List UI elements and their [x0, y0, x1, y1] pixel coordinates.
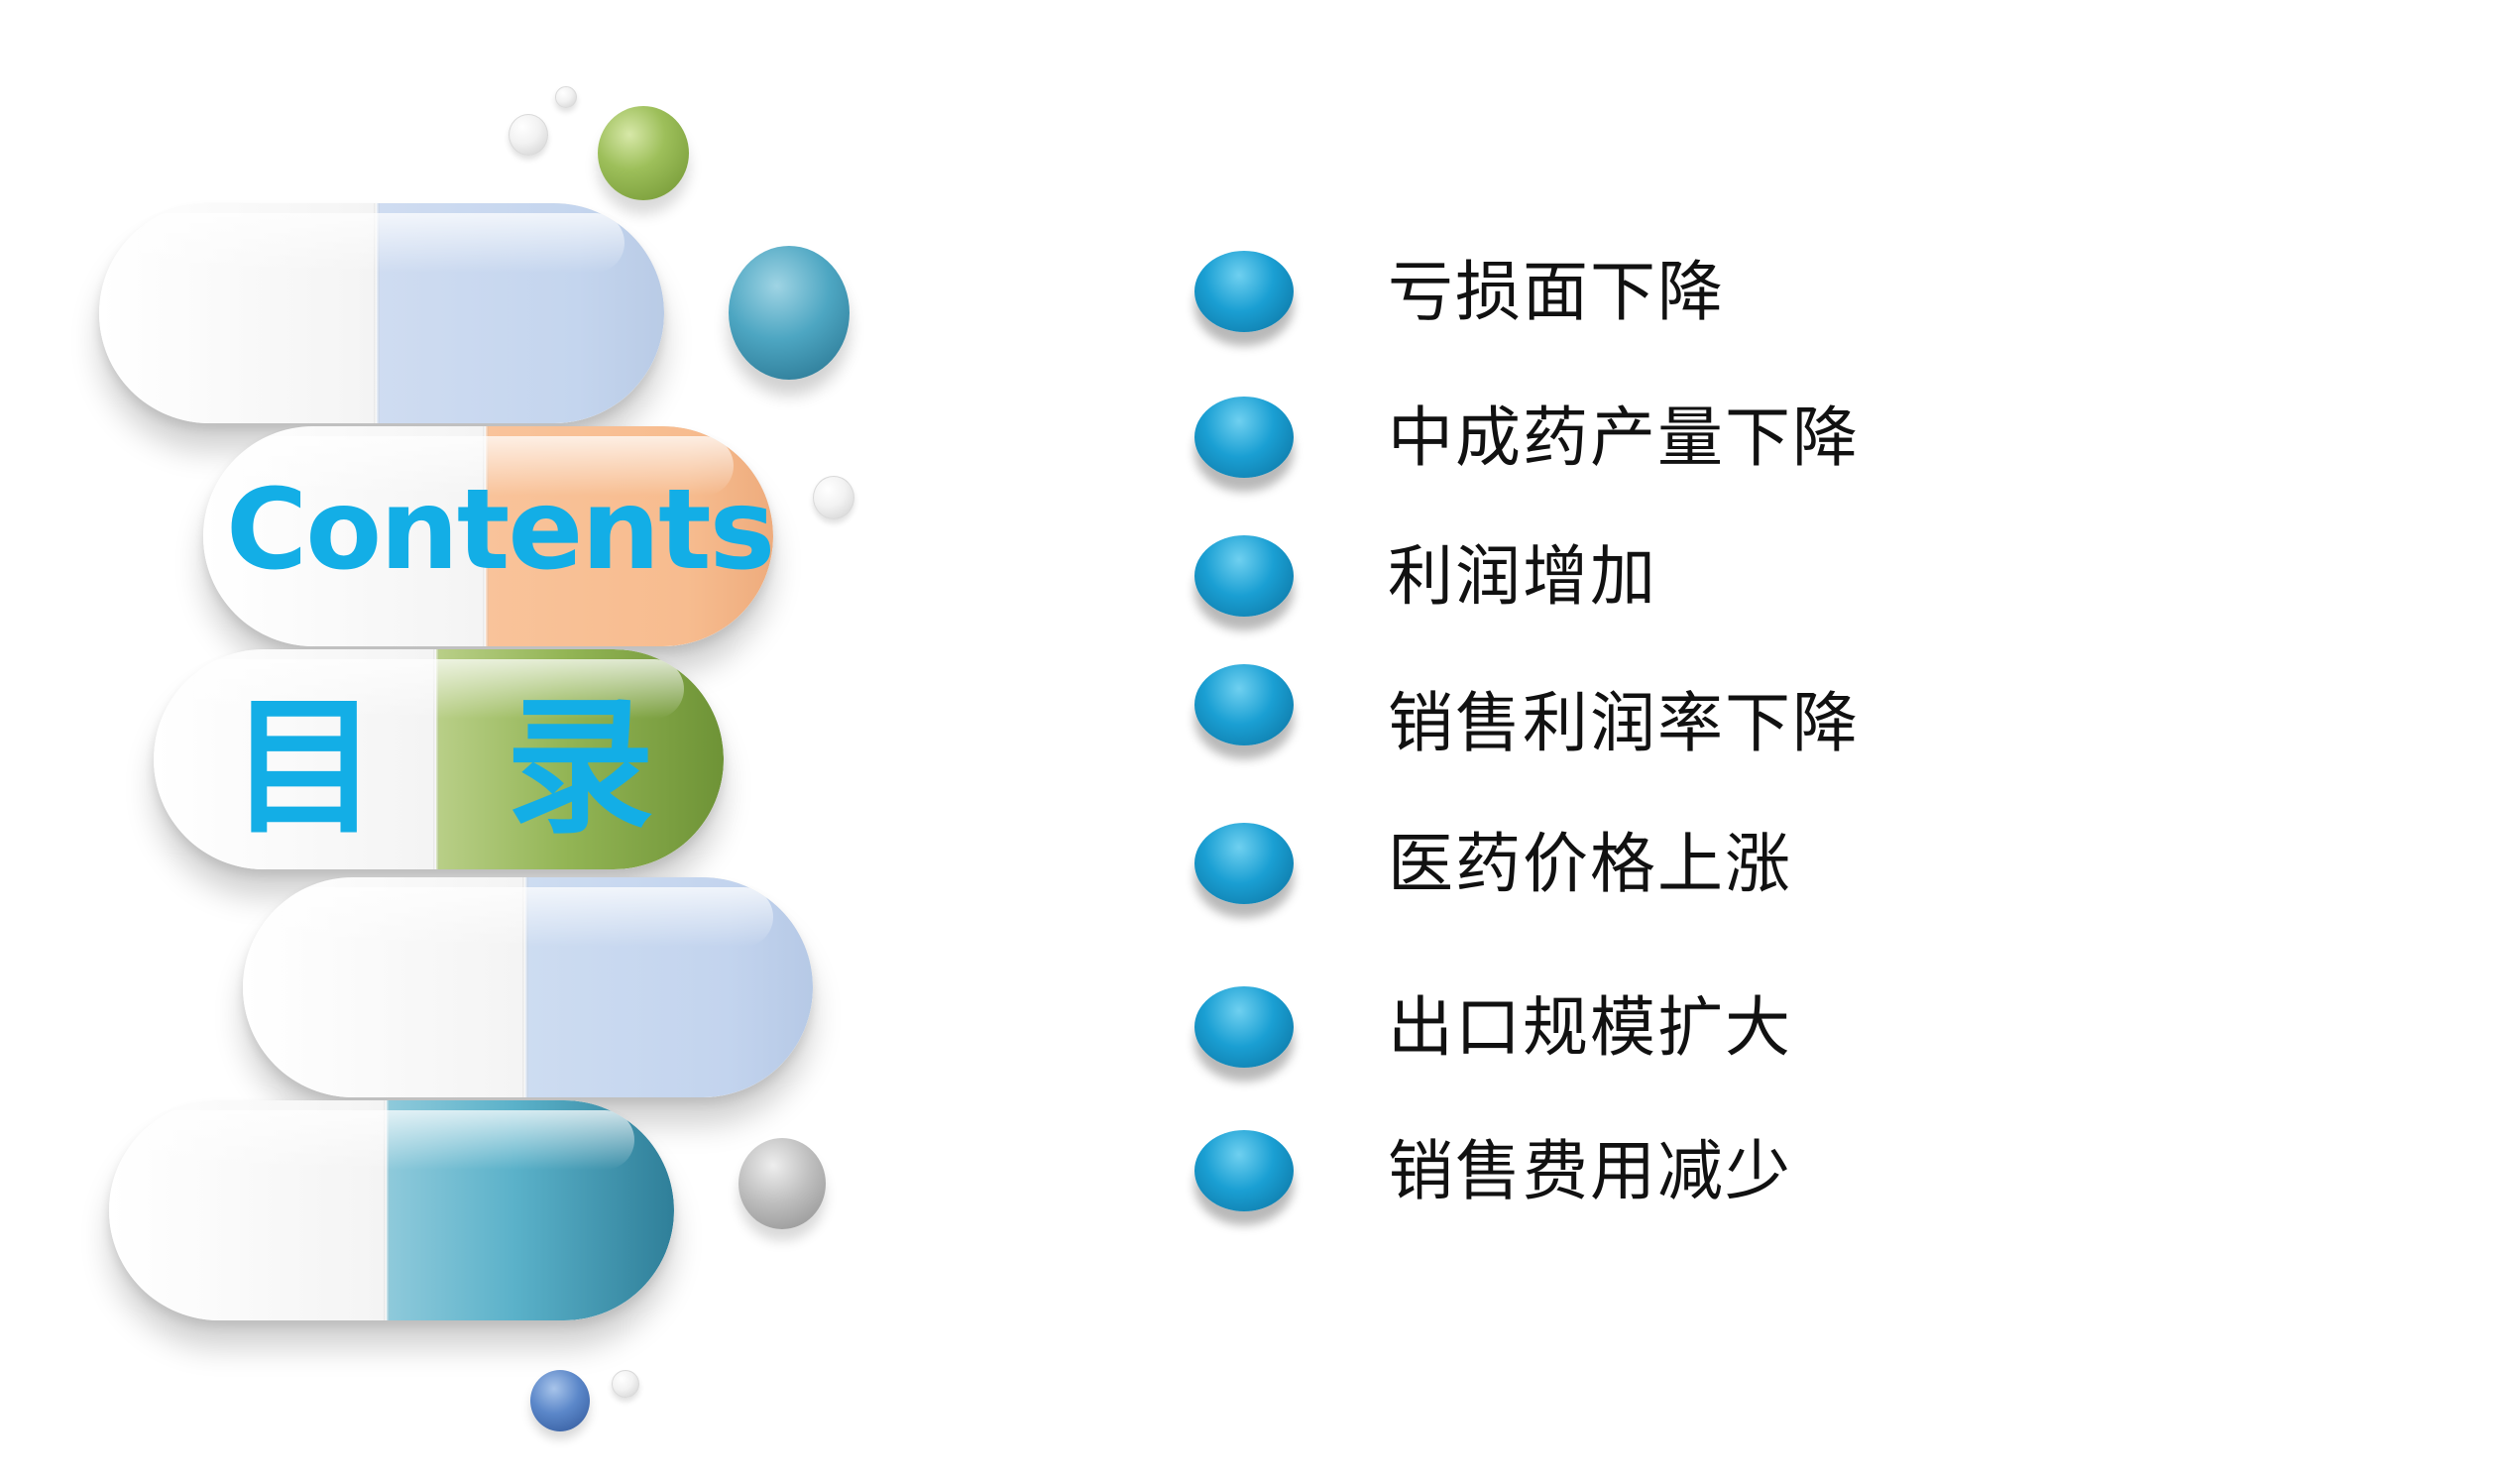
capsule-shine [139, 213, 624, 273]
list-item[interactable]: 医药价格上涨 [1194, 823, 2285, 922]
tiny-white-bubble [555, 86, 577, 108]
list-item[interactable]: 亏损面下降 [1194, 251, 2285, 350]
capsule-seam [384, 1100, 390, 1320]
green-ball-decoration [598, 106, 689, 200]
capsule-seam [522, 877, 528, 1097]
capsule-shine [149, 1110, 634, 1170]
list-item-label: 医药价格上涨 [1388, 826, 1792, 902]
contents-title: Contents [226, 466, 775, 595]
list-item[interactable]: 销售利润率下降 [1194, 664, 2285, 763]
capsule-seam [433, 649, 439, 869]
list-item-label: 亏损面下降 [1388, 254, 1725, 330]
blue-pill-bullet-icon [1194, 397, 1294, 478]
list-item[interactable]: 出口规模扩大 [1194, 986, 2285, 1085]
list-item-label: 销售费用减少 [1388, 1133, 1792, 1209]
blue-pill-bullet-icon [1194, 664, 1294, 745]
capsule-teal [109, 1100, 674, 1320]
capsule-green [154, 649, 724, 869]
blue-ball-decoration [530, 1370, 590, 1431]
capsule-orange [203, 426, 773, 646]
capsule-shine [243, 436, 734, 496]
capsule-shine [193, 659, 684, 719]
blue-pill-bullet-icon [1194, 1130, 1294, 1211]
list-item-label: 利润增加 [1388, 538, 1657, 615]
list-item[interactable]: 中成药产量下降 [1194, 397, 2285, 496]
blue-pill-bullet-icon [1194, 535, 1294, 617]
gray-ball-decoration [738, 1138, 826, 1229]
blue-pill-bullet-icon [1194, 986, 1294, 1068]
capsule-seam [374, 203, 380, 423]
list-item-label: 出口规模扩大 [1388, 989, 1792, 1066]
list-item[interactable]: 销售费用减少 [1194, 1130, 2285, 1229]
list-item[interactable]: 利润增加 [1194, 535, 2285, 634]
capsule-shine [283, 887, 773, 947]
teal-ball-decoration [729, 246, 850, 380]
tiny-white-bubble [612, 1370, 639, 1398]
list-item-label: 销售利润率下降 [1388, 685, 1860, 761]
capsule-blue-light [99, 203, 664, 423]
blue-pill-bullet-icon [1194, 823, 1294, 904]
small-white-bubble [509, 114, 548, 156]
capsule-seam [483, 426, 489, 646]
small-white-bubble [813, 476, 854, 519]
list-item-label: 中成药产量下降 [1388, 400, 1860, 476]
capsule-blue-light [243, 877, 813, 1097]
contents-title-chinese: 目 录 [230, 682, 693, 855]
blue-pill-bullet-icon [1194, 251, 1294, 332]
